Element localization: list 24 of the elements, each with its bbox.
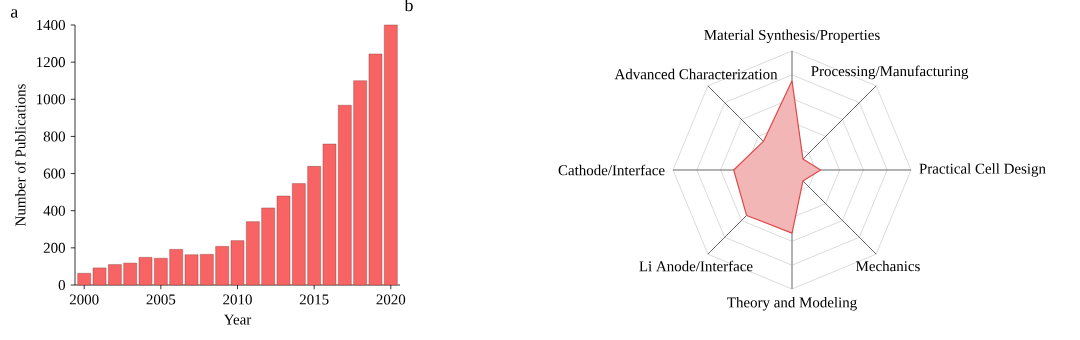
spoke-label: Processing/Manufacturing: [811, 65, 969, 80]
y-tick-label: 0: [58, 279, 66, 291]
spoke-label: Material Synthesis/Properties: [704, 29, 880, 44]
x-tick-label: 2010: [223, 294, 252, 305]
y-tick-label: 600: [43, 168, 66, 179]
spoke-label: Theory and Modeling: [727, 296, 857, 311]
y-tick-label: 200: [43, 242, 66, 253]
spoke-label: Advanced Characterization: [614, 68, 778, 80]
y-tick-label: 1200: [37, 57, 66, 68]
x-tick-label: 2005: [146, 294, 176, 305]
spoke-label: Practical Cell Design: [919, 163, 1046, 177]
spoke-label: Li Anode/Interface: [639, 260, 753, 272]
y-tick-label: 1400: [37, 19, 66, 31]
spoke-label: Mechanics: [856, 260, 920, 272]
x-axis-title: Year: [223, 314, 252, 325]
y-tick-label: 800: [43, 131, 66, 142]
chart-title: a: [10, 9, 19, 18]
y-tick-label: 1000: [37, 94, 66, 105]
x-tick-label: 2020: [376, 294, 406, 305]
y-axis-title: Number of Publications: [14, 84, 26, 226]
y-tick-label: 400: [43, 205, 66, 216]
x-tick-label: 2015: [299, 294, 329, 305]
x-tick-label: 2000: [69, 294, 99, 305]
spoke-label: Cathode/Interface: [558, 164, 665, 176]
